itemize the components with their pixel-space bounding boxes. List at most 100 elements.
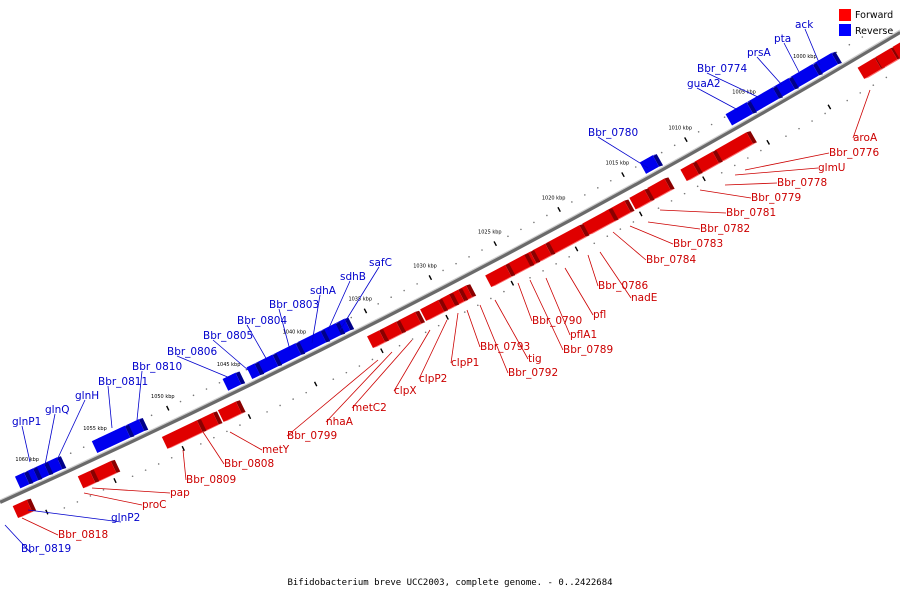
label-Bbr_0810[interactable]: Bbr_0810 — [132, 361, 182, 421]
label-metC2[interactable]: metC2 — [351, 339, 413, 414]
forward-22-gene[interactable] — [217, 401, 242, 422]
label-glnP1[interactable]: glnP1 — [12, 416, 41, 463]
reverse-9-gene[interactable] — [273, 343, 302, 366]
forward-17-gene-side — [449, 293, 460, 306]
reverse-1-gene[interactable] — [790, 64, 819, 89]
label-clpP1[interactable]: clpP1 — [450, 312, 479, 369]
forward-0-gene[interactable] — [857, 57, 882, 79]
label-metY[interactable]: metY — [229, 431, 290, 456]
reverse-18-gene[interactable] — [14, 472, 30, 489]
label-sdhA[interactable]: sdhA — [310, 285, 337, 344]
gene-label-text: sdhA — [310, 285, 337, 297]
label-glmU[interactable]: glmU — [734, 162, 846, 176]
label-glnH[interactable]: glnH — [56, 390, 99, 461]
label-sdhB[interactable]: sdhB — [327, 271, 366, 331]
forward-10-gene[interactable] — [546, 225, 586, 255]
reverse-4-gene[interactable] — [725, 102, 754, 126]
label-glnQ[interactable]: glnQ — [44, 404, 70, 466]
forward-3-gene[interactable] — [714, 132, 753, 162]
label-proC[interactable]: proC — [83, 492, 167, 511]
forward-5-gene[interactable] — [680, 162, 699, 181]
label-pfl[interactable]: pfl — [564, 267, 606, 321]
tick-label: 1045 kbp — [217, 362, 241, 368]
label-pap[interactable]: pap — [91, 487, 190, 499]
label-Bbr_0786[interactable]: Bbr_0786 — [587, 254, 648, 292]
forward-7-gene[interactable] — [629, 189, 651, 210]
forward-2-gene[interactable] — [892, 40, 900, 59]
label-Bbr_0779[interactable]: Bbr_0779 — [699, 189, 801, 204]
reverse-14-gene[interactable] — [91, 425, 131, 454]
minor-tick-dot — [542, 270, 544, 272]
label-Bbr_0789[interactable]: Bbr_0789 — [529, 279, 613, 356]
label-Bbr_0793[interactable]: Bbr_0793 — [466, 309, 530, 353]
reverse-5-gene[interactable] — [639, 155, 660, 174]
label-Bbr_0819[interactable]: Bbr_0819 — [4, 524, 71, 555]
minor-tick-dot — [503, 290, 505, 293]
gene-label-text: glnQ — [45, 404, 70, 416]
label-nadE[interactable]: nadE — [599, 251, 657, 304]
label-Bbr_0774[interactable]: Bbr_0774 — [697, 63, 761, 99]
label-Bbr_0790[interactable]: Bbr_0790 — [517, 282, 582, 327]
label-Bbr_0805[interactable]: Bbr_0805 — [203, 330, 253, 371]
label-ack[interactable]: ack — [795, 19, 821, 66]
label-Bbr_0808[interactable]: Bbr_0808 — [202, 431, 274, 470]
forward-25-gene[interactable] — [90, 461, 117, 483]
forward-14-gene[interactable] — [485, 264, 512, 287]
label-Bbr_0782[interactable]: Bbr_0782 — [647, 221, 750, 235]
label-Bbr_0818[interactable]: Bbr_0818 — [21, 517, 108, 541]
forward-19-gene[interactable] — [398, 311, 422, 333]
label-Bbr_0784[interactable]: Bbr_0784 — [612, 231, 696, 266]
label-pta[interactable]: pta — [774, 33, 800, 73]
reverse-3-gene[interactable] — [747, 87, 779, 113]
gene-label-text: Bbr_0789 — [563, 344, 613, 356]
reverse-4-gene-side — [746, 101, 758, 114]
label-tig[interactable]: tig — [494, 299, 542, 365]
label-guaA2[interactable]: guaA2 — [687, 78, 739, 111]
leader-line — [393, 329, 431, 392]
reverse-17-gene[interactable] — [25, 468, 39, 484]
forward-18-gene[interactable] — [420, 300, 445, 321]
label-safC[interactable]: safC — [339, 257, 392, 331]
minor-tick-dot — [345, 371, 348, 374]
label-Bbr_0792[interactable]: Bbr_0792 — [479, 304, 558, 379]
label-aroA[interactable]: aroA — [852, 89, 878, 144]
minor-tick-dot — [398, 344, 401, 347]
label-glnP2[interactable]: glnP2 — [27, 509, 140, 524]
gene-label-text: Bbr_0805 — [203, 330, 253, 342]
forward-6-gene[interactable] — [647, 178, 671, 200]
minor-tick-dot — [63, 507, 66, 509]
forward-17-gene[interactable] — [440, 294, 456, 311]
forward-11-gene-side — [545, 242, 556, 256]
forward-1-gene[interactable] — [875, 48, 898, 69]
label-prsA[interactable]: prsA — [747, 47, 783, 86]
forward-21-gene[interactable] — [367, 330, 385, 349]
label-Bbr_0803[interactable]: Bbr_0803 — [269, 299, 319, 351]
reverse-11-gene[interactable] — [246, 363, 261, 380]
gene-label-text: Bbr_0810 — [132, 361, 182, 373]
label-Bbr_0806[interactable]: Bbr_0806 — [167, 346, 231, 379]
leader-line — [852, 89, 871, 139]
reverse-18-gene-side — [23, 471, 34, 485]
gene-label-text: Bbr_0811 — [98, 376, 148, 388]
label-Bbr_0776[interactable]: Bbr_0776 — [744, 147, 879, 171]
label-Bbr_0783[interactable]: Bbr_0783 — [629, 225, 723, 250]
label-clpP2[interactable]: clpP2 — [418, 319, 447, 385]
label-Bbr_0804[interactable]: Bbr_0804 — [237, 315, 287, 361]
forward-24-gene[interactable] — [161, 420, 203, 449]
forward-27-gene[interactable] — [12, 499, 33, 518]
label-nhaA[interactable]: nhaA — [325, 351, 393, 428]
label-clpX[interactable]: clpX — [393, 329, 431, 397]
forward-9-gene[interactable] — [582, 209, 615, 236]
label-Bbr_0780[interactable]: Bbr_0780 — [588, 127, 649, 169]
label-pflA1[interactable]: pflA1 — [545, 277, 597, 341]
label-Bbr_0778[interactable]: Bbr_0778 — [724, 177, 827, 189]
forward-4-gene[interactable] — [694, 151, 719, 174]
label-Bbr_0809[interactable]: Bbr_0809 — [182, 449, 236, 486]
minor-tick-dot — [760, 149, 762, 152]
label-Bbr_0781[interactable]: Bbr_0781 — [659, 207, 776, 219]
forward-26-gene[interactable] — [77, 470, 96, 489]
gene-label-text: Bbr_0782 — [700, 223, 750, 235]
label-Bbr_0811[interactable]: Bbr_0811 — [98, 376, 148, 429]
label-Bbr_0799[interactable]: Bbr_0799 — [286, 359, 379, 442]
forward-7-gene-top — [635, 199, 655, 210]
